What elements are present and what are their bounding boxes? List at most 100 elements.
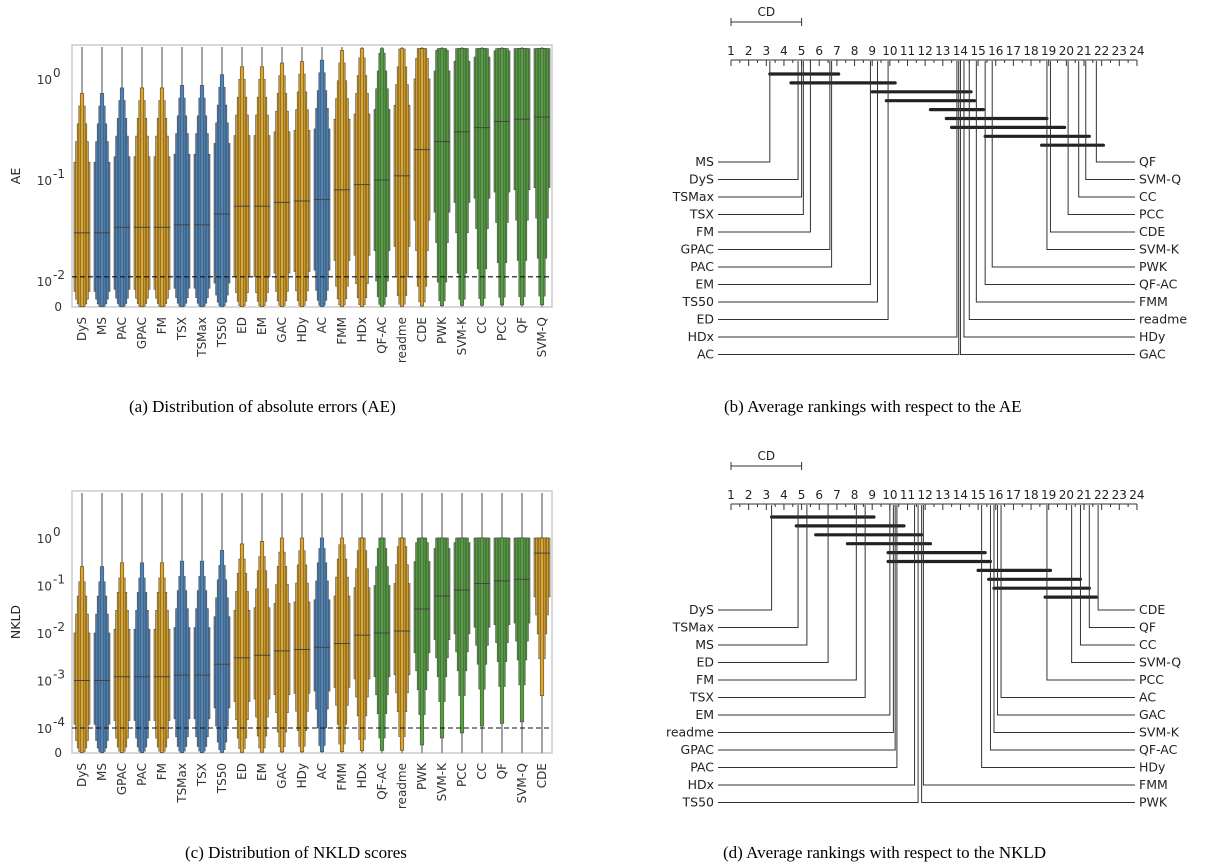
method-connector bbox=[718, 505, 916, 786]
boxen-TS50 bbox=[213, 47, 231, 308]
method-connector bbox=[993, 505, 1135, 733]
boxen-SVM-Q bbox=[513, 493, 531, 753]
x-tick-label: ED bbox=[235, 317, 249, 334]
method-connector bbox=[718, 61, 804, 215]
box-level bbox=[159, 562, 165, 753]
boxen-SVM-K bbox=[453, 47, 471, 307]
box-level bbox=[119, 562, 125, 753]
y-tick-exponent: -2 bbox=[53, 620, 65, 634]
boxen-MS bbox=[93, 47, 111, 308]
method-label: SVM-K bbox=[1139, 242, 1180, 257]
method-connector bbox=[718, 61, 771, 163]
x-tick-label: TS50 bbox=[215, 317, 229, 348]
method-label: QF-AC bbox=[1139, 742, 1178, 757]
x-tick-label: TS50 bbox=[215, 763, 229, 794]
method-label: TSX bbox=[689, 207, 715, 222]
rank-axis-label: 16 bbox=[988, 488, 1003, 502]
boxen-SVM-Q bbox=[533, 47, 551, 307]
method-label: QF bbox=[1139, 620, 1156, 635]
method-connector bbox=[959, 61, 1135, 355]
box-level bbox=[459, 537, 465, 734]
rank-axis-label: 8 bbox=[851, 44, 859, 58]
rank-axis-label: 12 bbox=[918, 44, 933, 58]
method-connector bbox=[718, 505, 808, 646]
y-tick-exponent: -1 bbox=[53, 573, 65, 587]
boxen-EM bbox=[253, 493, 271, 753]
box-level bbox=[99, 93, 105, 308]
rank-axis-label: 3 bbox=[762, 488, 770, 502]
rank-axis-label: 12 bbox=[918, 488, 933, 502]
box-level bbox=[279, 62, 285, 307]
method-connector bbox=[963, 61, 1135, 338]
box-level bbox=[499, 48, 505, 306]
method-label: PAC bbox=[690, 259, 714, 274]
box-level bbox=[299, 61, 305, 307]
x-tick-label: QF-AC bbox=[375, 763, 389, 800]
method-connector bbox=[718, 61, 831, 250]
box-level bbox=[519, 48, 525, 306]
method-label: HDy bbox=[1139, 760, 1166, 775]
box-level bbox=[139, 562, 145, 753]
method-connector bbox=[718, 505, 896, 751]
rank-axis-label: 7 bbox=[833, 488, 841, 502]
x-tick-label: CC bbox=[475, 763, 489, 780]
method-connector bbox=[1097, 505, 1135, 611]
box-level bbox=[299, 537, 305, 753]
y-tick-label: 10 bbox=[37, 722, 52, 736]
rank-axis-label: 3 bbox=[762, 44, 770, 58]
boxen-GPAC bbox=[133, 47, 151, 308]
box-level bbox=[79, 93, 85, 308]
boxen-GAC bbox=[273, 493, 291, 753]
boxen-PCC bbox=[493, 47, 511, 307]
box-level bbox=[539, 48, 545, 306]
method-label: readme bbox=[666, 725, 714, 740]
method-connector bbox=[1088, 505, 1135, 628]
method-label: TSMax bbox=[672, 189, 714, 204]
rank-axis-label: 18 bbox=[1023, 488, 1038, 502]
box-level bbox=[79, 566, 85, 754]
boxen-QF bbox=[493, 493, 511, 753]
boxen-CC bbox=[473, 47, 491, 307]
x-tick-label: GAC bbox=[275, 317, 289, 343]
box-level bbox=[399, 48, 405, 307]
x-tick-label: PAC bbox=[115, 317, 129, 340]
method-label: CDE bbox=[1139, 602, 1165, 617]
rank-axis-label: 13 bbox=[935, 488, 950, 502]
x-tick-label: QF bbox=[515, 317, 529, 333]
boxen-DyS bbox=[73, 493, 91, 754]
method-connector bbox=[718, 61, 960, 355]
method-label: AC bbox=[697, 347, 714, 362]
rank-axis-label: 4 bbox=[780, 488, 788, 502]
method-connector bbox=[718, 61, 803, 198]
method-label: CDE bbox=[1139, 224, 1165, 239]
boxen-SVM-K bbox=[433, 493, 451, 753]
caption-d: (d) Average rankings with respect to the… bbox=[723, 843, 1046, 862]
box-level bbox=[259, 66, 265, 308]
x-tick-label: PCC bbox=[495, 317, 509, 341]
method-connector bbox=[718, 505, 919, 803]
boxen-HDy bbox=[293, 493, 311, 753]
rank-axis-label: 21 bbox=[1076, 44, 1091, 58]
method-connector bbox=[1046, 505, 1135, 681]
x-tick-label: MS bbox=[95, 317, 109, 335]
method-connector bbox=[1067, 61, 1135, 215]
y-tick-exponent: -2 bbox=[53, 268, 65, 282]
method-connector bbox=[975, 61, 1135, 303]
y-axis-label: NKLD bbox=[8, 605, 23, 639]
rank-axis-label: 1 bbox=[727, 44, 735, 58]
y-tick-exponent: -3 bbox=[53, 668, 65, 682]
x-tick-label: HDy bbox=[295, 763, 309, 788]
boxen-PAC bbox=[113, 47, 131, 308]
rank-axis-label: 19 bbox=[1041, 488, 1056, 502]
method-label: PCC bbox=[1139, 207, 1164, 222]
y-tick-label: 0 bbox=[54, 300, 62, 314]
method-connector bbox=[984, 61, 1135, 285]
rank-axis-label: 9 bbox=[868, 488, 876, 502]
rank-axis-label: 6 bbox=[815, 488, 823, 502]
boxen-EM bbox=[253, 47, 271, 308]
method-label: CC bbox=[1139, 189, 1157, 204]
box-level bbox=[339, 537, 345, 752]
boxen-TS50 bbox=[213, 493, 231, 753]
box-level bbox=[359, 48, 365, 307]
rank-axis-label: 10 bbox=[882, 44, 897, 58]
